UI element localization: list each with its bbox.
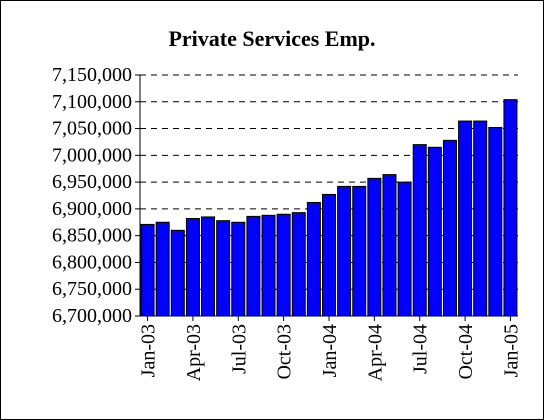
y-tick-label: 6,800,000 (52, 251, 132, 273)
y-tick-label: 6,850,000 (52, 225, 132, 247)
x-axis-ticks: Jan-03 Apr-03 Jul-03 Oct-03 Jan-04 Apr-04 Jul-… (138, 316, 522, 381)
chart-title: Private Services Emp. (168, 26, 376, 51)
bar (201, 216, 216, 317)
y-axis-ticks: 6,700,000 6,750,000 6,800,000 6,850,000 6,90… (52, 64, 140, 327)
bar (458, 120, 473, 317)
bar (473, 120, 488, 317)
y-tick-label: 7,150,000 (52, 64, 132, 86)
bar (170, 229, 185, 317)
bar (291, 212, 306, 317)
bar (367, 177, 382, 317)
bar (216, 220, 231, 317)
y-tick-label: 6,750,000 (52, 278, 132, 300)
bar (503, 99, 518, 317)
x-tick-label: Apr-04 (364, 324, 386, 381)
bar (231, 221, 246, 317)
bar (276, 213, 291, 317)
x-tick-label: Oct-04 (455, 324, 477, 380)
y-tick-label: 6,900,000 (52, 198, 132, 220)
x-tick-label: Jan-05 (500, 324, 522, 377)
x-tick-label: Jan-03 (138, 324, 160, 377)
bar (352, 185, 367, 317)
y-tick-label: 7,050,000 (52, 118, 132, 140)
y-tick-label: 6,950,000 (52, 171, 132, 193)
bar (155, 221, 170, 317)
bar (261, 214, 276, 317)
y-tick-label: 6,700,000 (52, 305, 132, 327)
bar (140, 223, 155, 317)
bar (427, 146, 442, 317)
y-tick-label: 7,100,000 (52, 91, 132, 113)
x-tick-label: Apr-03 (183, 324, 205, 381)
x-tick-label: Jan-04 (319, 324, 341, 377)
bars (140, 99, 518, 317)
bar (488, 126, 503, 317)
bar (397, 181, 412, 317)
bar (321, 193, 337, 317)
bar (306, 201, 321, 317)
x-tick-label: Jul-04 (410, 324, 432, 374)
bar (337, 185, 352, 317)
bar (412, 144, 427, 317)
x-tick-label: Jul-03 (228, 324, 250, 374)
bar (442, 139, 457, 317)
bar (382, 174, 397, 317)
y-tick-label: 7,000,000 (52, 144, 132, 166)
x-tick-label: Oct-03 (274, 324, 296, 380)
bar (185, 218, 200, 317)
bar (246, 215, 261, 317)
